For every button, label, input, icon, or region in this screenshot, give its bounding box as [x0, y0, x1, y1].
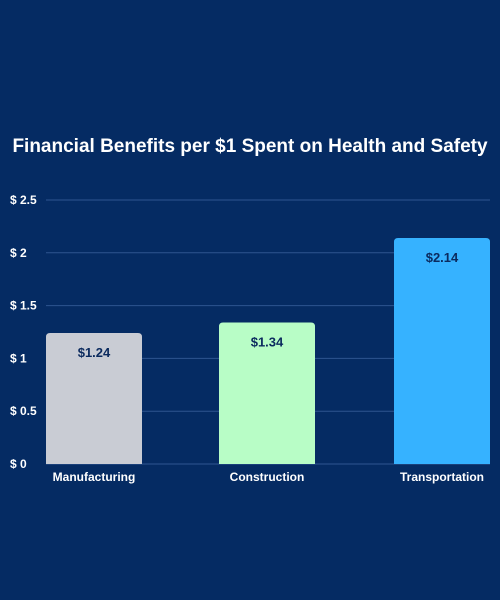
data-label: $1.34 — [251, 334, 284, 349]
bars — [46, 238, 490, 464]
x-tick-label: Construction — [230, 470, 305, 484]
chart-title: Financial Benefits per $1 Spent on Healt… — [12, 136, 488, 157]
y-tick-label: $ 2 — [10, 246, 27, 260]
bar-construction — [219, 322, 315, 464]
bar-transportation — [394, 238, 490, 464]
x-axis-ticks: Manufacturing Construction Transportation — [53, 470, 484, 484]
data-label: $2.14 — [426, 250, 459, 265]
x-tick-label: Manufacturing — [53, 470, 136, 484]
y-tick-label: $ 0 — [10, 457, 27, 471]
y-axis-ticks: $ 0 $ 0.5 $ 1 $ 1.5 $ 2 $ 2.5 — [10, 193, 37, 471]
y-tick-label: $ 2.5 — [10, 193, 37, 207]
y-tick-label: $ 0.5 — [10, 404, 37, 418]
y-tick-label: $ 1.5 — [10, 299, 37, 313]
data-labels: $1.24 $1.34 $2.14 — [78, 250, 459, 360]
data-label: $1.24 — [78, 345, 111, 360]
bar-manufacturing — [46, 333, 142, 464]
x-tick-label: Transportation — [400, 470, 484, 484]
y-tick-label: $ 1 — [10, 351, 27, 365]
